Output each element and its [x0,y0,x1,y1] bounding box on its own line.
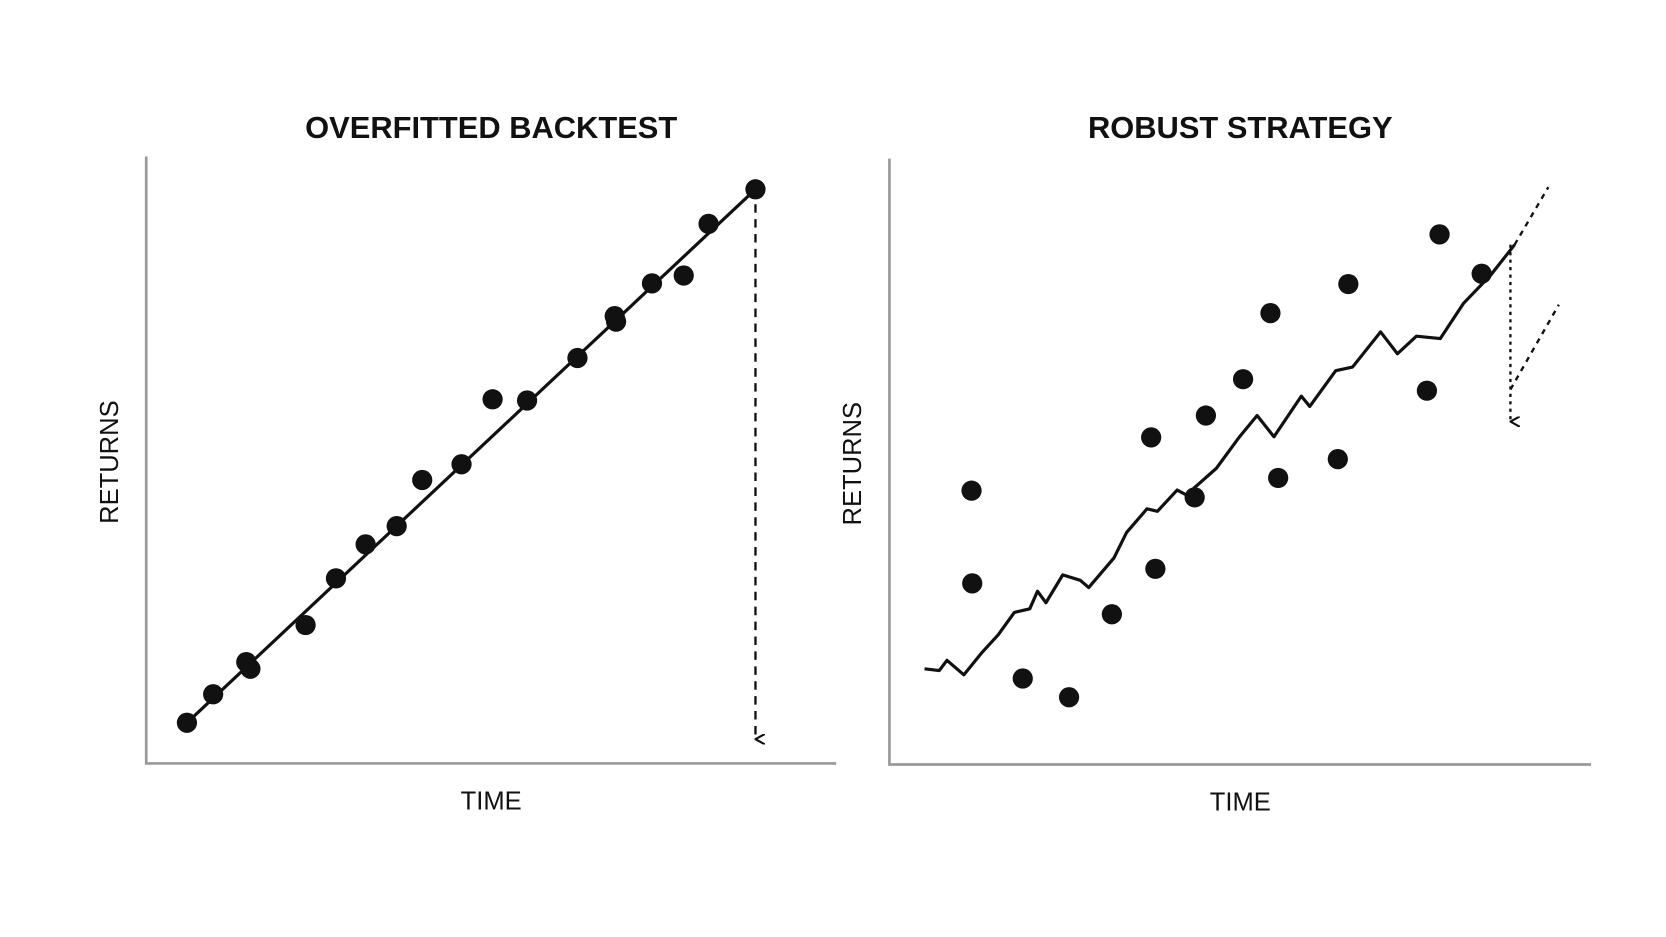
point [1429,224,1450,245]
y-axis-label: RETURNS [96,400,124,523]
point [1232,369,1254,390]
point [1268,467,1289,489]
point [451,454,472,475]
chart-title: OVERFITTED BACKTEST [305,110,677,145]
point [1141,427,1162,448]
point [482,389,503,410]
point [1416,380,1438,401]
point [567,347,588,369]
point [673,265,694,286]
point [1327,449,1348,470]
x-axis-label: TIME [461,788,522,816]
point [295,614,316,636]
point [1145,558,1166,579]
point [1260,303,1281,324]
line [1513,186,1550,246]
point [1012,668,1033,689]
line [1509,304,1560,391]
point [1471,263,1492,284]
x-axis-label: TIME [1210,789,1271,817]
point [386,516,407,537]
point [1184,487,1205,508]
point [605,311,627,332]
point [176,712,198,733]
point [698,213,719,235]
point [412,469,433,491]
point [961,480,982,501]
point [355,534,376,555]
point [641,273,663,294]
axes [888,158,1592,766]
axes [144,156,837,765]
point [1338,273,1359,295]
point [745,179,766,200]
point [240,658,261,679]
point [1058,687,1080,708]
point [962,573,983,594]
chart-title: ROBUST STRATEGY [1088,110,1393,145]
point [1101,604,1122,625]
point [516,390,538,411]
line [924,243,1516,677]
line [185,188,757,724]
point [325,568,347,589]
point [203,684,224,705]
point [1195,405,1217,426]
y-axis-label: RETURNS [839,402,867,525]
